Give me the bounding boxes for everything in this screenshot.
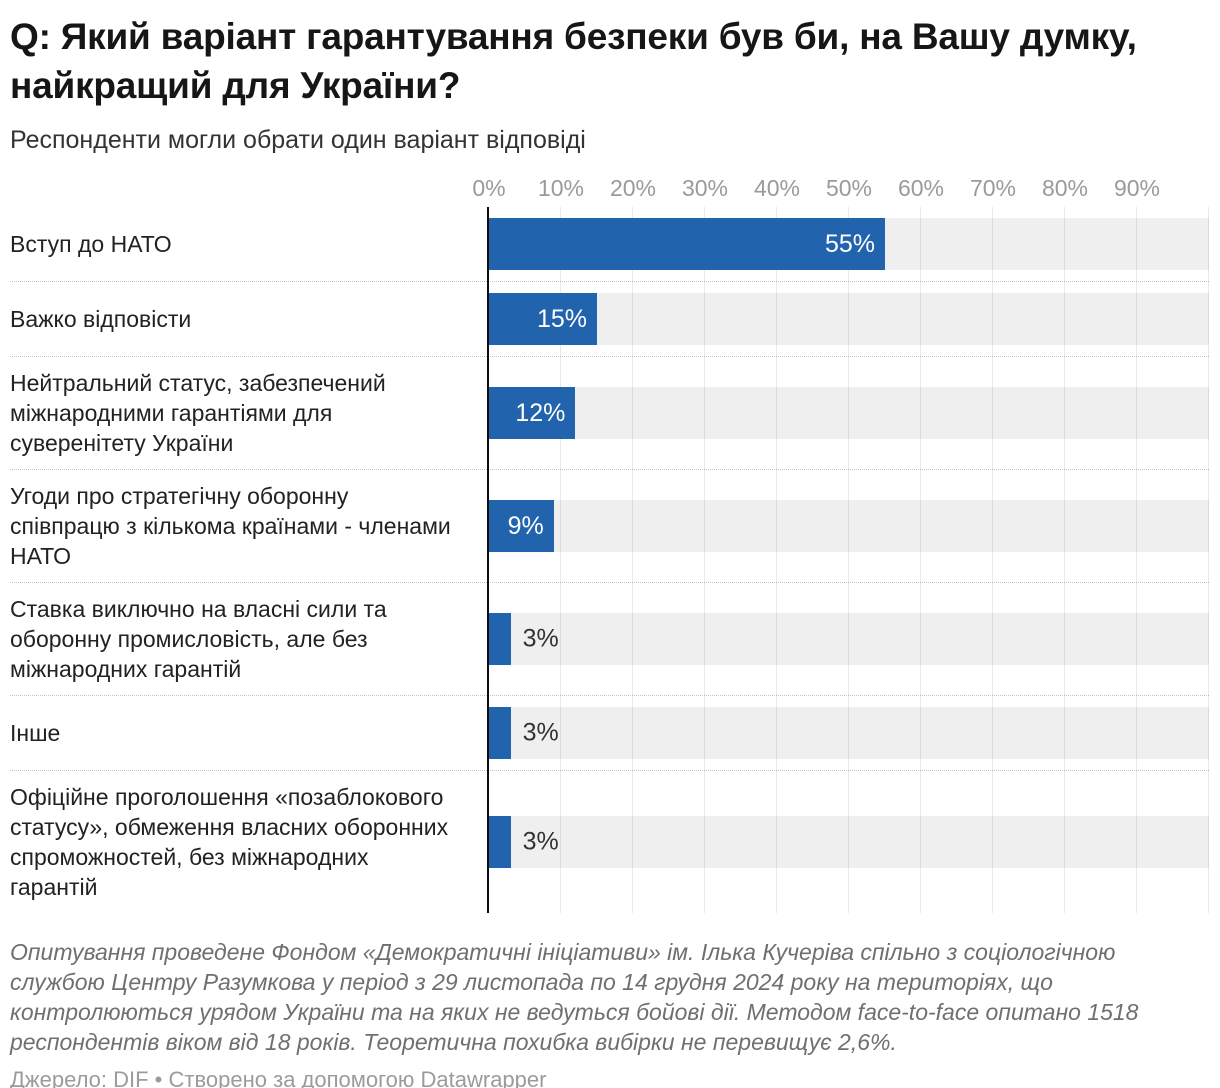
bar: 12% [489, 387, 576, 440]
category-label: Інше [10, 720, 61, 747]
category-label: Угоди про стратегічну оборонну співпрацю… [10, 483, 451, 570]
bar: 9% [489, 500, 554, 553]
source-line: Джерело: DIF • Створено за допомогою Dat… [10, 1067, 547, 1088]
axis-tick: 60% [897, 175, 945, 202]
value-label: 3% [522, 718, 559, 747]
bar-track: 9% [489, 500, 1209, 553]
value-label: 15% [536, 304, 587, 333]
bar-row: Важко відповісти 15% [10, 281, 1209, 356]
bar-row: Нейтральний статус, забезпечений міжнаро… [10, 356, 1209, 469]
axis-tick: 50% [825, 175, 873, 202]
category-label: Нейтральний статус, забезпечений міжнаро… [10, 370, 386, 457]
value-label: 9% [507, 511, 544, 540]
value-label: 55% [824, 229, 875, 258]
category-label: Вступ до НАТО [10, 231, 172, 258]
bar-track: 15% [489, 293, 1209, 346]
bar-track: 3% [489, 613, 1209, 666]
axis-tick: 0% [472, 175, 506, 202]
bar-chart: 0% 10% 20% 30% 40% 50% 60% 70% 80% 90% Вступ до Н… [10, 175, 1209, 914]
category-label: Важко відповісти [10, 306, 192, 333]
axis-tick: 80% [1041, 175, 1089, 202]
chart-title: Q: Який варіант гарантування безпеки був… [10, 16, 1137, 107]
value-label: 12% [515, 398, 566, 427]
axis-tick: 70% [969, 175, 1017, 202]
bar-track: 12% [489, 387, 1209, 440]
axis-tick: 20% [609, 175, 657, 202]
axis-tick: 40% [753, 175, 801, 202]
bar-row: Вступ до НАТО 55% [10, 207, 1209, 281]
bar-row: Інше 3% [10, 695, 1209, 770]
category-label: Ставка виключно на власні сили та оборон… [10, 596, 387, 683]
bar [489, 816, 511, 869]
bar [489, 613, 511, 666]
axis-tick: 30% [681, 175, 729, 202]
bar-row: Угоди про стратегічну оборонну співпрацю… [10, 469, 1209, 582]
x-axis: 0% 10% 20% 30% 40% 50% 60% 70% 80% 90% [472, 175, 1209, 207]
bar: 55% [489, 218, 885, 271]
chart-subtitle: Респонденти могли обрати один варіант ві… [10, 126, 586, 155]
bar-track: 3% [489, 707, 1209, 760]
axis-tick: 90% [1113, 175, 1161, 202]
value-label: 3% [522, 624, 559, 653]
bar: 15% [489, 293, 597, 346]
value-label: 3% [522, 827, 559, 856]
axis-tick: 10% [537, 175, 585, 202]
bar [489, 707, 511, 760]
bar-row: Ставка виключно на власні сили та оборон… [10, 582, 1209, 695]
notes-text: Опитування проведене Фондом «Демократичн… [10, 939, 1139, 1056]
category-label: Офіційне проголошення «позаблокового ста… [10, 784, 449, 901]
bar-track: 3% [489, 816, 1209, 869]
bar-row: Офіційне проголошення «позаблокового ста… [10, 770, 1209, 913]
bar-track: 55% [489, 218, 1209, 271]
bar-rows: Вступ до НАТО 55% Важко відповісти 15% Нейтр… [10, 207, 1209, 914]
